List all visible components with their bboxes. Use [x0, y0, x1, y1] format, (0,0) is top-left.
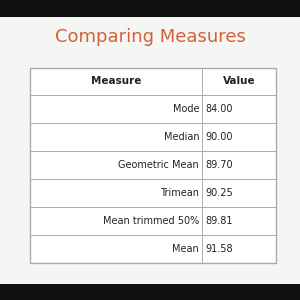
Bar [0, 16, 300, 283]
Text: Mean: Mean [172, 244, 199, 254]
Bar [0, 284, 300, 300]
Text: 89.81: 89.81 [205, 216, 233, 226]
Text: Value: Value [223, 76, 255, 86]
Text: Mean trimmed 50%: Mean trimmed 50% [103, 216, 199, 226]
Bar [0, 0, 300, 16]
Text: Measure: Measure [91, 76, 141, 86]
Text: 90.25: 90.25 [205, 188, 233, 198]
Text: 90.00: 90.00 [205, 132, 233, 142]
Text: 91.58: 91.58 [205, 244, 233, 254]
Text: Geometric Mean: Geometric Mean [118, 160, 199, 170]
Text: Trimean: Trimean [160, 188, 199, 198]
Text: Mode: Mode [173, 104, 199, 114]
Bar [30, 68, 276, 262]
Text: Comparing Measures: Comparing Measures [55, 28, 245, 46]
Text: 84.00: 84.00 [205, 104, 233, 114]
Text: 89.70: 89.70 [205, 160, 233, 170]
Text: Median: Median [164, 132, 199, 142]
